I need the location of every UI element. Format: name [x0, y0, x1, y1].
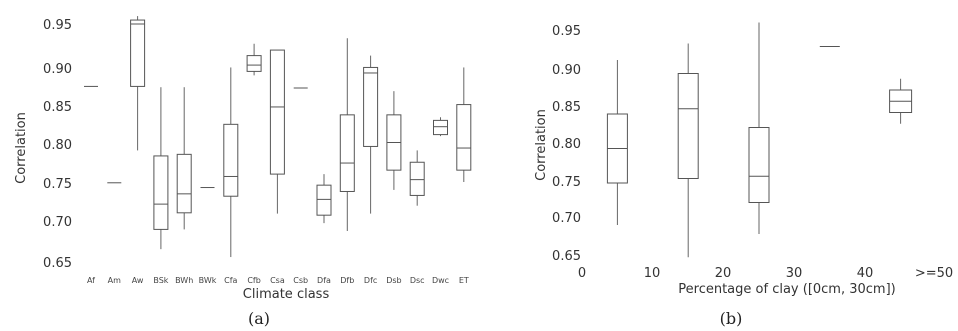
- a-xtick-dsc: Dsc: [410, 276, 425, 285]
- a-ytick-090: 0.90: [43, 62, 72, 77]
- b-ytick-070: 0.70: [552, 211, 581, 226]
- b-ytick-065: 0.65: [552, 249, 581, 264]
- iqr-box-dfc: [363, 66, 379, 147]
- b-xtick-0: 0: [578, 266, 586, 281]
- b-ytick-085: 0.85: [552, 100, 581, 115]
- panel-a-boxes: [84, 16, 472, 258]
- box-dfb: [339, 38, 355, 231]
- panel-b: 0.95 0.90 0.85 0.80 0.75 0.70 0.65 Corre…: [534, 22, 953, 328]
- panel-a-y-axis: 0.95 0.90 0.85 0.80 0.75 0.70 0.65: [43, 18, 72, 271]
- box-bsk: [153, 87, 169, 250]
- b-xtick-50plus: >=50: [915, 266, 953, 281]
- a-xtick-dsb: Dsb: [386, 276, 401, 285]
- b-xtick-10: 10: [644, 266, 661, 281]
- b-ytick-095: 0.95: [552, 24, 581, 39]
- iqr-box-10-20: [677, 73, 699, 179]
- box-aw: [130, 16, 146, 151]
- a-xtick-am: Am: [108, 276, 121, 285]
- iqr-box-cfb: [246, 55, 262, 72]
- box-dsb: [386, 91, 402, 190]
- iqr-box-20-30: [748, 127, 770, 203]
- box-dsc: [409, 150, 425, 206]
- b-ytick-075: 0.75: [552, 175, 581, 190]
- box-et: [456, 67, 472, 182]
- box-bwh: [176, 87, 192, 230]
- a-panel-caption: (a): [248, 309, 270, 328]
- a-ytick-070: 0.70: [43, 215, 72, 230]
- a-xtick-cfa: Cfa: [224, 276, 237, 285]
- a-xtick-af: Af: [87, 276, 95, 285]
- a-ytick-095: 0.95: [43, 18, 72, 33]
- iqr-box-cfa: [223, 123, 239, 197]
- a-xtick-dwc: Dwc: [432, 276, 449, 285]
- box-20-30: [748, 22, 770, 234]
- iqr-box-bsk: [153, 155, 169, 230]
- iqr-box-et: [456, 104, 472, 171]
- iqr-box-dsc: [409, 161, 425, 196]
- a-ytick-065: 0.65: [43, 256, 72, 271]
- iqr-box-dfa: [316, 184, 332, 216]
- a-xtick-dfb: Dfb: [340, 276, 354, 285]
- b-ytick-080: 0.80: [552, 137, 581, 152]
- a-ytick-080: 0.80: [43, 138, 72, 153]
- a-xtick-csa: Csa: [270, 276, 285, 285]
- a-xtick-et: ET: [459, 276, 469, 285]
- iqr-box-bwh: [176, 153, 192, 214]
- panel-a-x-axis: Af Am Aw BSk BWh BWk Cfa Cfb Csa Csb Dfa Dfb Dfc Dsb D…: [87, 276, 469, 285]
- a-xtick-aw: Aw: [132, 276, 144, 285]
- a-ytick-085: 0.85: [43, 100, 72, 115]
- iqr-box-dwc: [433, 119, 448, 136]
- b-xtick-20: 20: [715, 266, 732, 281]
- box-dwc: [433, 117, 448, 137]
- panel-b-boxes: [606, 22, 913, 258]
- a-xtick-cfb: Cfb: [247, 276, 260, 285]
- box-0-10: [606, 60, 628, 225]
- b-xtick-30: 30: [786, 266, 803, 281]
- box-dfc: [363, 55, 379, 214]
- a-ytick-075: 0.75: [43, 177, 72, 192]
- b-panel-caption: (b): [720, 309, 743, 328]
- box-dfa: [316, 174, 332, 224]
- panel-b-y-axis: 0.95 0.90 0.85 0.80 0.75 0.70 0.65: [552, 24, 581, 264]
- b-xtick-40: 40: [857, 266, 874, 281]
- a-xtick-dfa: Dfa: [317, 276, 331, 285]
- iqr-box-dfb: [339, 114, 355, 192]
- b-ytick-090: 0.90: [552, 63, 581, 78]
- box-40-50: [889, 78, 913, 124]
- a-x-axis-label: Climate class: [243, 287, 330, 302]
- box-cfb: [246, 43, 262, 76]
- iqr-box-csa: [269, 49, 285, 175]
- a-xtick-bwk: BWk: [199, 276, 217, 285]
- panel-b-x-axis: 0 10 20 30 40 >=50: [578, 266, 953, 281]
- a-xtick-bwh: BWh: [175, 276, 193, 285]
- a-y-axis-label: Correlation: [14, 112, 29, 184]
- box-cfa: [223, 67, 239, 258]
- box-10-20: [677, 43, 699, 258]
- a-xtick-csb: Csb: [293, 276, 308, 285]
- b-x-axis-label: Percentage of clay ([0cm, 30cm]): [678, 282, 895, 297]
- a-xtick-dfc: Dfc: [364, 276, 377, 285]
- a-xtick-bsk: BSk: [153, 276, 168, 285]
- panel-a: 0.95 0.90 0.85 0.80 0.75 0.70 0.65 Corre…: [14, 16, 472, 328]
- iqr-box-aw: [130, 19, 146, 87]
- box-csa: [269, 49, 285, 214]
- b-y-axis-label: Correlation: [534, 109, 549, 181]
